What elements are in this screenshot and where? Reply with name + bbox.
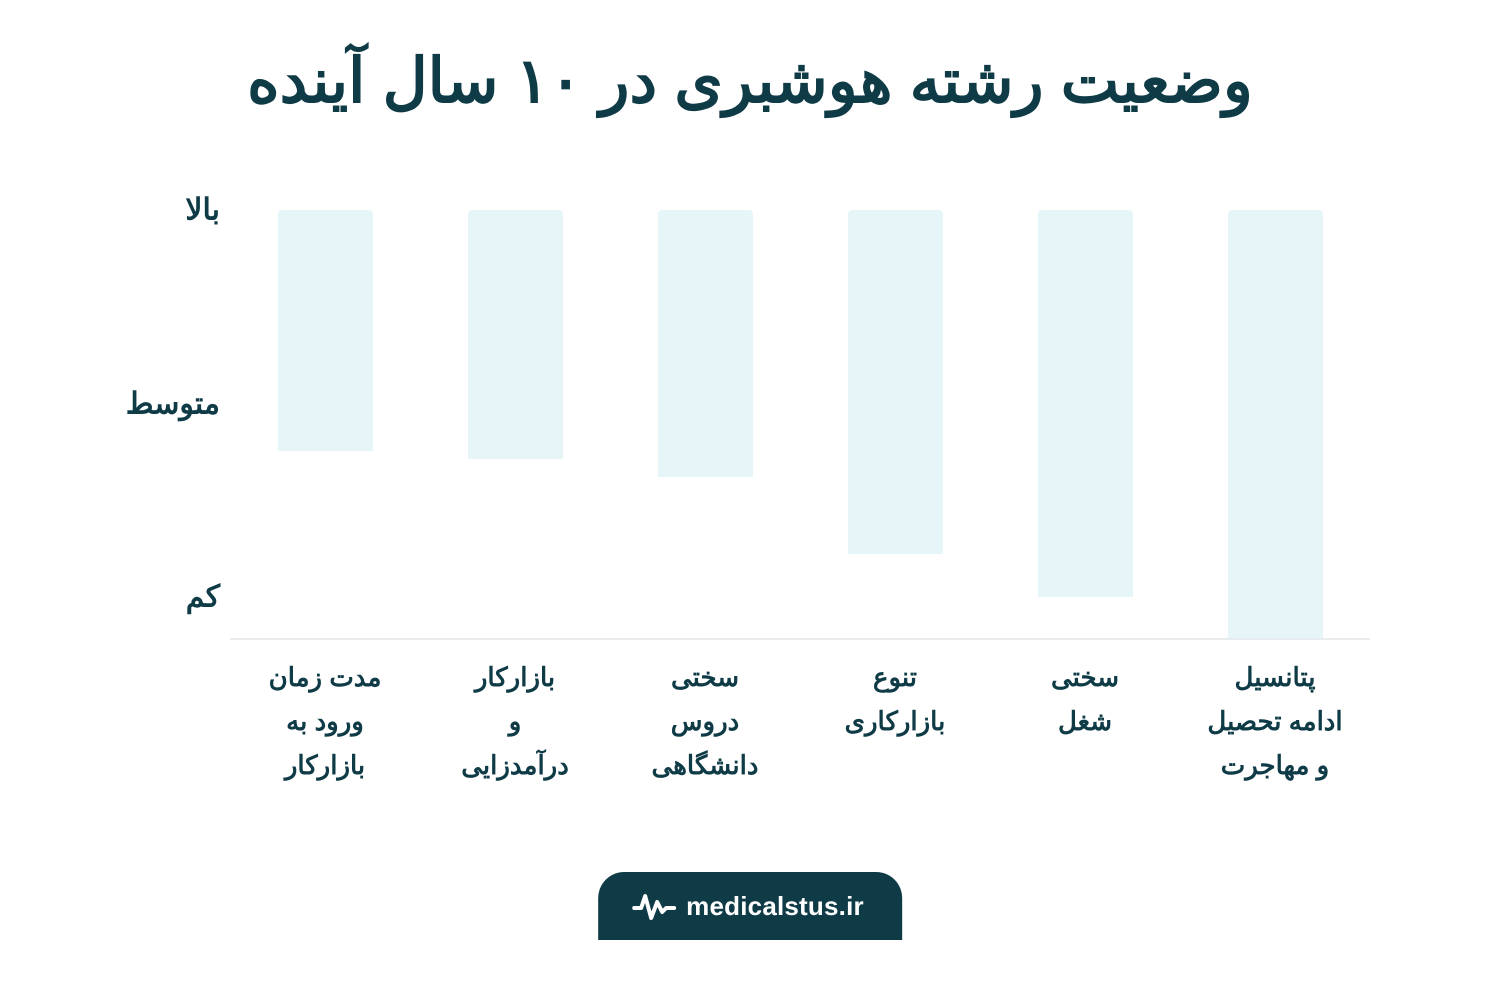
x-axis-label: تنوعبازارکاری: [800, 655, 990, 788]
x-axis-line: [230, 638, 1370, 640]
x-axis-label: سختیدروسدانشگاهی: [610, 655, 800, 788]
bars-group: [230, 210, 1370, 640]
x-axis-label: مدت زمانورود بهبازارکار: [230, 655, 420, 788]
y-axis: بالامتوسطکم: [120, 210, 230, 640]
bar: [1038, 210, 1133, 597]
bar: [658, 210, 753, 477]
y-tick-label: بالا: [185, 193, 220, 228]
bar-slot: [610, 210, 800, 640]
bar-slot: [420, 210, 610, 640]
bar-slot: [990, 210, 1180, 640]
bar: [848, 210, 943, 554]
chart-title: وضعیت رشته هوشبری در ۱۰ سال آینده: [80, 45, 1420, 119]
logo-pulse-icon: [632, 890, 676, 922]
x-axis-label: بازارکارودرآمدزایی: [420, 655, 610, 788]
y-tick-label: کم: [186, 580, 220, 615]
chart-plot-area: بالامتوسطکم: [230, 210, 1370, 640]
footer-badge: medicalstus.ir: [598, 872, 902, 940]
chart-container: وضعیت رشته هوشبری در ۱۰ سال آینده بالامت…: [0, 0, 1500, 1000]
x-axis-label: سختیشغل: [990, 655, 1180, 788]
bar-slot: [230, 210, 420, 640]
bar-slot: [800, 210, 990, 640]
footer-site-text: medicalstus.ir: [686, 891, 864, 922]
bar: [278, 210, 373, 451]
bar: [468, 210, 563, 459]
y-tick-label: متوسط: [126, 386, 220, 421]
bar-slot: [1180, 210, 1370, 640]
bar: [1228, 210, 1323, 640]
x-axis-label: پتانسیلادامه تحصیلو مهاجرت: [1180, 655, 1370, 788]
logo-pulse-path: [634, 896, 674, 918]
x-axis-labels: پتانسیلادامه تحصیلو مهاجرتسختیشغلتنوعباز…: [230, 655, 1370, 788]
